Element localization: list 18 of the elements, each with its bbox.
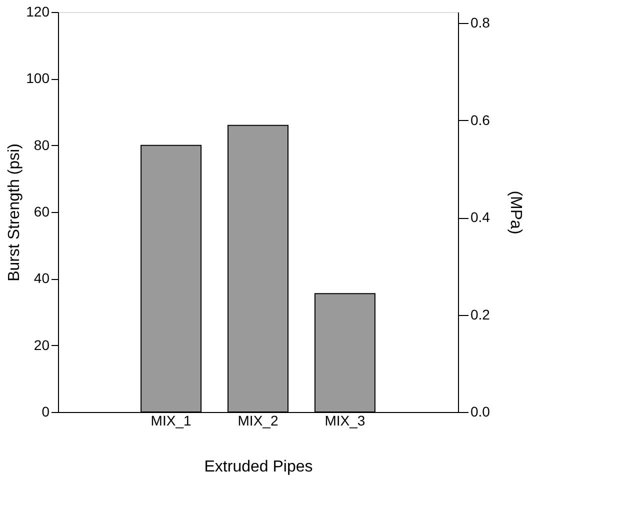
y2-axis-title: (MPa)	[506, 190, 524, 234]
x-tick-label: MIX_1	[150, 412, 192, 428]
y-tick-label: 60	[34, 204, 50, 220]
y-tick-label: 40	[34, 270, 50, 286]
y2-tick-label: 0.4	[470, 209, 490, 226]
y-tick-label: 0	[42, 404, 50, 420]
y-tick-label: 120	[26, 4, 50, 20]
y2-tick-label: 0.2	[470, 306, 490, 322]
y2-tick-label: 0.0	[470, 404, 490, 420]
y-tick-label: 80	[34, 136, 50, 153]
y2-tick-label: 0.6	[470, 112, 490, 128]
y2-tick-label: 0.8	[470, 14, 490, 31]
y-axis-title: Burst Strength (psi)	[6, 144, 24, 282]
x-tick-label: MIX_3	[324, 412, 366, 428]
x-tick-label: MIX_2	[238, 412, 278, 428]
y-tick-label: 100	[26, 70, 50, 86]
y-tick-label: 20	[34, 336, 50, 353]
x-axis-title: Extruded Pipes	[204, 458, 313, 476]
